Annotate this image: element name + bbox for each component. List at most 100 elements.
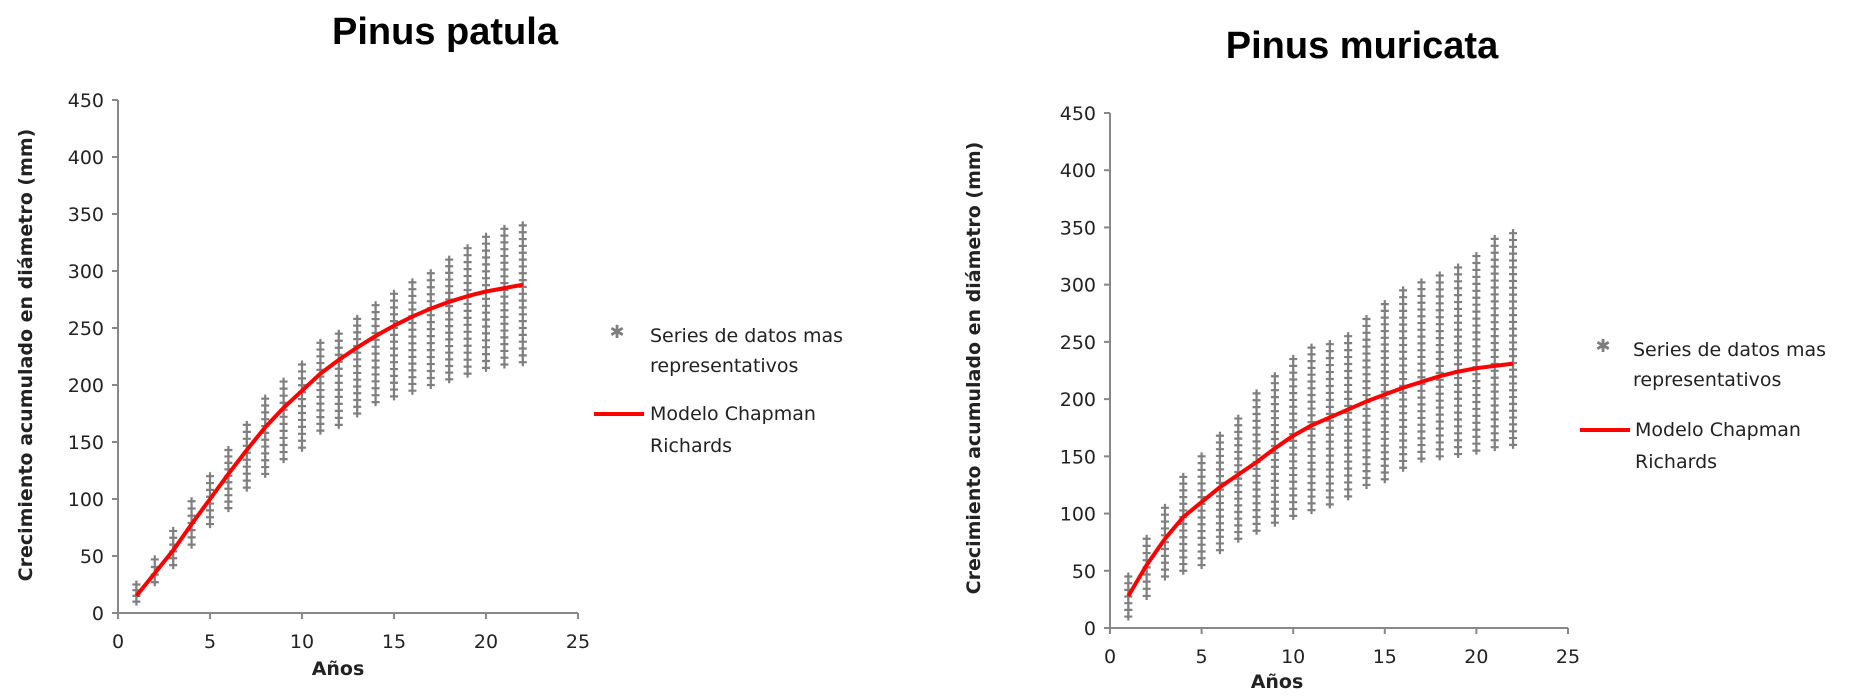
scatter-point — [1307, 357, 1316, 366]
scatter-point — [1399, 361, 1408, 370]
scatter-point — [261, 449, 270, 458]
scatter-point — [1179, 472, 1188, 481]
scatter-point — [1454, 339, 1463, 348]
scatter-point — [1252, 444, 1261, 453]
scatter-point — [353, 395, 362, 404]
scatter-point — [1142, 541, 1151, 550]
scatter-point — [518, 324, 527, 332]
scatter-point — [1124, 612, 1133, 621]
scatter-point — [1307, 492, 1316, 501]
scatter-point — [1325, 361, 1334, 370]
scatter-point — [1215, 472, 1224, 481]
scatter-point — [1362, 446, 1371, 455]
scatter-point — [1380, 468, 1389, 477]
scatter-point — [1454, 422, 1463, 431]
scatter-point — [1417, 352, 1426, 361]
chart-pinus-muricata-svg: Pinus muricata Años Crecimiento acumulad… — [963, 25, 1826, 693]
scatter-point — [1399, 450, 1408, 459]
scatter-point — [1454, 387, 1463, 396]
scatter-point — [1472, 439, 1481, 448]
scatter-point — [1252, 437, 1261, 446]
scatter-point — [1380, 374, 1389, 383]
scatter-point — [463, 313, 472, 322]
scatter-point — [1417, 359, 1426, 368]
scatter-point — [298, 436, 306, 445]
scatter-point — [1124, 572, 1133, 581]
scatter-point — [1215, 539, 1224, 548]
scatter-point — [1362, 432, 1371, 441]
scatter-point — [206, 479, 214, 488]
scatter-point — [1234, 434, 1243, 443]
scatter-point — [1380, 434, 1389, 443]
scatter-point — [408, 386, 417, 395]
scatter-point — [353, 409, 362, 418]
scatter-point — [1362, 425, 1371, 434]
scatter-point — [463, 327, 472, 336]
scatter-point — [1270, 407, 1279, 416]
scatter-point — [408, 379, 417, 388]
scatter-point — [261, 415, 270, 424]
scatter-point — [1490, 255, 1499, 264]
scatter-point — [1325, 437, 1334, 446]
scatter-point — [482, 363, 490, 372]
scatter-point — [518, 303, 527, 312]
scatter-point — [1454, 270, 1463, 279]
scatter-point — [482, 281, 490, 290]
scatter-point — [1307, 411, 1316, 420]
scatter-point — [1454, 429, 1463, 438]
scatter-point — [1215, 519, 1224, 528]
scatter-point — [1417, 393, 1426, 402]
scatter-point — [1472, 349, 1481, 358]
scatter-point — [1509, 372, 1518, 381]
scatter-point — [242, 469, 251, 478]
scatter-point — [1399, 416, 1408, 425]
scatter-point — [1234, 534, 1243, 543]
scatter-point — [1472, 356, 1481, 365]
scatter-point — [1399, 402, 1408, 411]
scatter-point — [1270, 462, 1279, 471]
scatter-point — [279, 419, 288, 428]
scatter-point — [1325, 500, 1334, 509]
scatter-point — [1417, 427, 1426, 436]
scatter-point — [261, 401, 270, 410]
scatter-point — [242, 455, 251, 464]
scatter-point — [1234, 447, 1243, 456]
scatter-point — [518, 317, 527, 326]
scatter-point — [1435, 299, 1444, 308]
scatter-point — [463, 355, 472, 364]
scatter-point — [1252, 451, 1261, 460]
scatter-point — [1472, 404, 1481, 413]
scatter-point — [518, 296, 527, 305]
scatter-point — [408, 278, 417, 287]
scatter-point — [463, 251, 472, 260]
scatter-point — [1289, 423, 1298, 432]
scatter-point — [1289, 409, 1298, 418]
scatter-point — [1417, 325, 1426, 334]
scatter-point — [1289, 361, 1298, 370]
scatter-point — [408, 339, 417, 348]
scatter-point — [1270, 518, 1279, 527]
y-axis-label: Crecimiento acumulado en diámetro (mm) — [963, 142, 985, 595]
scatter-point — [1399, 409, 1408, 418]
scatter-point — [1179, 539, 1188, 548]
legend-label-line-line1: Modelo Chapman — [650, 403, 816, 425]
scatter-point — [1435, 348, 1444, 357]
scatter-point — [1234, 521, 1243, 530]
scatter-point — [1252, 478, 1261, 487]
scatter-point — [1417, 366, 1426, 375]
scatter-point — [463, 279, 472, 288]
scatter-point — [242, 476, 251, 485]
scatter-point — [334, 378, 343, 387]
scatter-point — [1289, 375, 1298, 384]
scatter-point — [1289, 368, 1298, 377]
y-tick-label: 150 — [68, 432, 104, 454]
scatter-point — [1270, 504, 1279, 513]
scatter-point — [1454, 291, 1463, 300]
scatter-point — [1509, 427, 1518, 436]
scatter-point — [463, 299, 472, 308]
scatter-point — [1380, 401, 1389, 410]
scatter-point — [1399, 320, 1408, 329]
scatter-point — [1509, 413, 1518, 422]
scatter-point — [463, 362, 472, 371]
scatter-point — [1252, 506, 1261, 515]
